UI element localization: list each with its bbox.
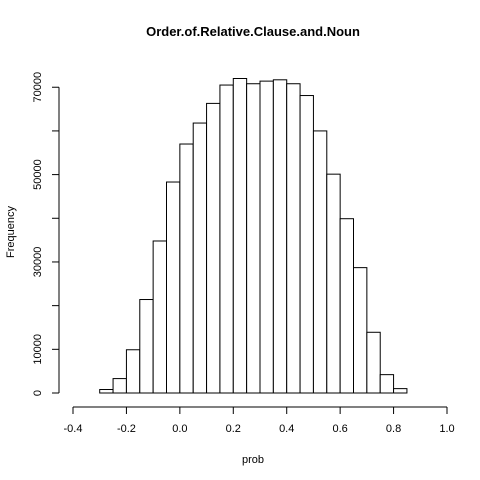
x-tick-label: 0.2 xyxy=(226,423,241,435)
histogram-bar xyxy=(354,268,367,393)
histogram-bar xyxy=(394,389,407,393)
histogram-bar xyxy=(313,131,326,393)
histogram-bar xyxy=(260,81,273,393)
x-axis: -0.4 -0.2 0.0 0.2 0.4 0.6 0.8 1.0 xyxy=(64,407,455,435)
x-tick-label: 0.0 xyxy=(172,423,187,435)
y-tick-label: 30000 xyxy=(32,247,44,278)
histogram-bar xyxy=(273,80,286,393)
histogram-bar xyxy=(126,350,139,393)
histogram-bar xyxy=(300,96,313,393)
x-tick-label: 0.8 xyxy=(386,423,401,435)
histogram-bar xyxy=(180,144,193,393)
x-tick-label: -0.4 xyxy=(64,423,83,435)
x-tick-label: 0.4 xyxy=(279,423,294,435)
x-axis-label: prob xyxy=(242,454,264,466)
histogram-bar xyxy=(167,182,180,393)
histogram-bar xyxy=(380,375,393,393)
histogram-bar xyxy=(220,85,233,393)
y-axis: 0 10000 30000 50000 70000 xyxy=(32,72,59,396)
y-axis-label: Frequency xyxy=(5,206,17,258)
histogram-bar xyxy=(233,79,246,394)
histogram-bar xyxy=(327,174,340,393)
bars-group xyxy=(100,79,407,394)
histogram-bar xyxy=(340,219,353,393)
y-tick-label: 70000 xyxy=(32,72,44,103)
histogram-bar xyxy=(247,84,260,393)
histogram-bar xyxy=(113,379,126,393)
histogram-bar xyxy=(367,332,380,393)
y-tick-label: 50000 xyxy=(32,159,44,190)
histogram-bar xyxy=(287,84,300,393)
chart-title: Order.of.Relative.Clause.and.Noun xyxy=(146,24,360,39)
histogram-bar xyxy=(140,300,153,393)
x-tick-label: -0.2 xyxy=(117,423,136,435)
histogram-bar xyxy=(207,103,220,393)
histogram-bar xyxy=(153,241,166,393)
histogram-bar xyxy=(193,123,206,393)
histogram-bar xyxy=(100,390,113,393)
y-tick-label: 0 xyxy=(32,390,44,396)
x-tick-label: 0.6 xyxy=(332,423,347,435)
x-tick-label: 1.0 xyxy=(439,423,454,435)
y-tick-label: 10000 xyxy=(32,334,44,365)
